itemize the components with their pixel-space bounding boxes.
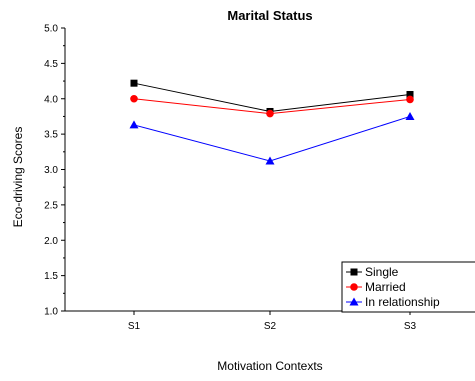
data-point [406, 95, 414, 104]
series-line [133, 82, 411, 112]
x-tick-label: S2 [264, 321, 277, 332]
data-point [406, 91, 414, 99]
x-axis-label: Motivation Contexts [217, 359, 322, 373]
legend-entry: Single [346, 265, 399, 279]
legend-label: In relationship [365, 295, 440, 309]
data-point [130, 94, 138, 103]
legend-box [341, 261, 475, 313]
legend-label: Single [365, 265, 399, 279]
x-tick-label: S3 [404, 321, 417, 332]
data-point [129, 120, 139, 129]
x-tick-label: S1 [128, 321, 141, 332]
y-tick-label: 1.5 [44, 271, 58, 282]
series-married [130, 94, 414, 118]
legend-label: Married [365, 280, 406, 294]
data-point [130, 79, 138, 87]
legend-marker [350, 268, 358, 276]
series-single [130, 79, 414, 115]
y-axis-label: Eco-driving Scores [11, 127, 25, 228]
series-in-relationship [129, 111, 415, 165]
legend-entry: Married [346, 280, 406, 294]
legend-entry: In relationship [346, 295, 440, 309]
y-tick-label: 3.0 [44, 165, 58, 176]
series-layer [129, 79, 415, 165]
chart-title: Marital Status [227, 8, 312, 23]
y-tick-label: 5.0 [44, 24, 58, 35]
series-line [133, 115, 411, 162]
y-tick-label: 1.0 [44, 307, 58, 318]
data-point [266, 109, 274, 118]
y-tick-label: 4.0 [44, 94, 58, 105]
legend-marker [349, 297, 359, 306]
legend-marker [350, 283, 358, 291]
data-point [265, 156, 275, 165]
y-tick-label: 2.5 [44, 200, 58, 211]
data-point [405, 111, 415, 120]
y-tick-label: 4.5 [44, 59, 58, 70]
axes: 1.0 1.5 2.0 2.5 3.0 3.5 4.0 4.5 5.0 S1 S2 S3 [44, 24, 474, 332]
y-tick-label: 3.5 [44, 130, 58, 141]
y-tick-label: 2.0 [44, 236, 58, 247]
